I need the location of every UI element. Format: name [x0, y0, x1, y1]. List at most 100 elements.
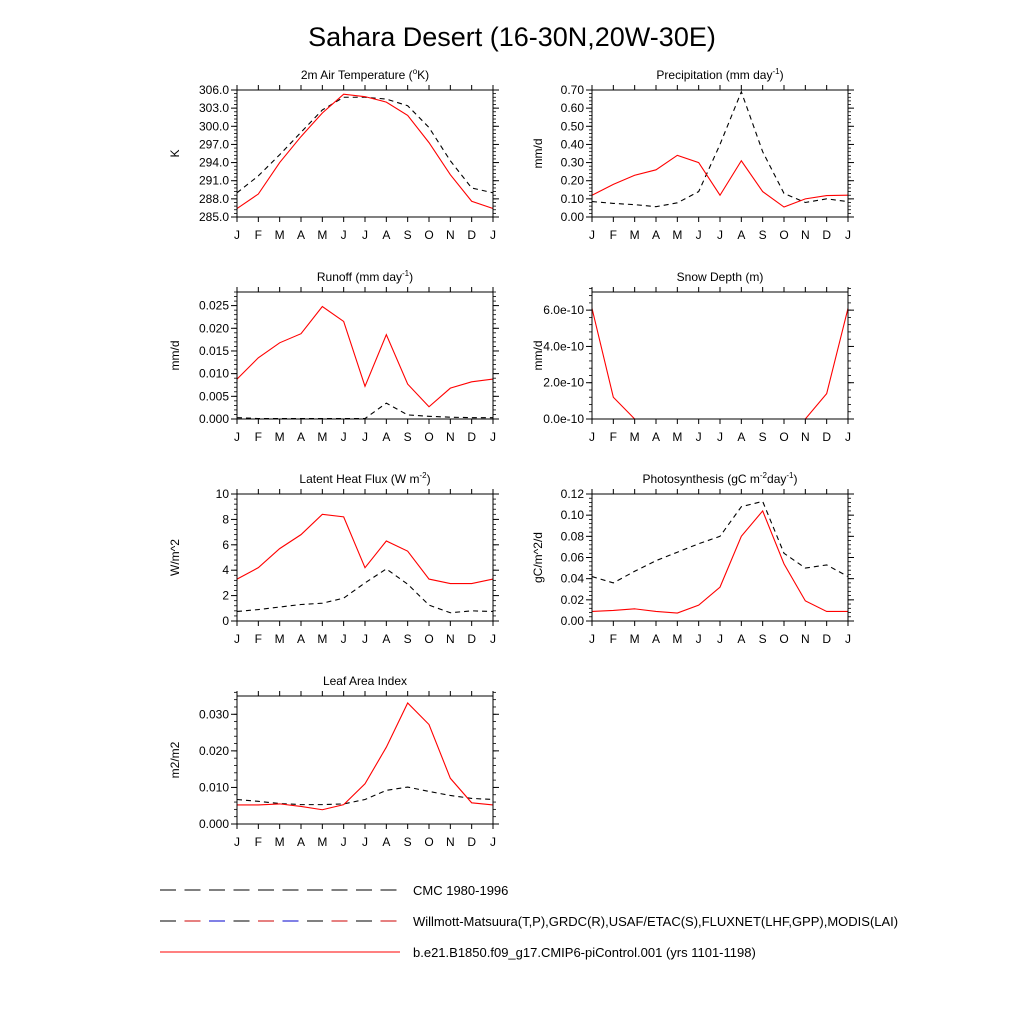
y-axis-label: gC/m^2/d [531, 532, 545, 583]
y-tick-label: 0.12 [561, 487, 585, 501]
y-tick-label: 0.025 [199, 299, 229, 313]
x-tick-label: M [672, 228, 682, 242]
panel-title: Runoff (mm day-1) [317, 269, 413, 284]
y-tick-label: 288.0 [199, 192, 229, 206]
x-tick-label: J [490, 835, 496, 849]
x-tick-label: D [467, 632, 476, 646]
x-tick-label: J [362, 228, 368, 242]
x-tick-label: J [845, 228, 851, 242]
x-tick-label: S [759, 430, 767, 444]
x-tick-label: O [779, 228, 788, 242]
legend-label: Willmott-Matsuura(T,P),GRDC(R),USAF/ETAC… [413, 914, 898, 929]
y-axis-label: m2/m2 [168, 741, 182, 778]
x-tick-label: M [317, 430, 327, 444]
panel-title: Snow Depth (m) [677, 270, 764, 284]
x-tick-label: J [696, 632, 702, 646]
x-tick-label: J [234, 228, 240, 242]
x-tick-label: M [275, 228, 285, 242]
y-tick-label: 300.0 [199, 119, 229, 133]
series-line-model [591, 154, 849, 208]
y-tick-label: 0.010 [199, 780, 229, 794]
y-tick-label: 0.005 [199, 389, 229, 403]
x-tick-label: J [490, 228, 496, 242]
x-tick-label: A [737, 228, 745, 242]
y-tick-label: 294.0 [199, 156, 229, 170]
x-tick-label: S [404, 430, 412, 444]
legend-entry-3: b.e21.B1850.f09_g17.CMIP6-piControl.001 … [160, 945, 756, 960]
y-tick-label: 0.00 [561, 210, 585, 224]
series-line-willmott-matsuura [236, 96, 494, 194]
x-tick-label: D [467, 430, 476, 444]
y-tick-label: 0.00 [561, 614, 585, 628]
x-tick-label: O [779, 632, 788, 646]
legend: CMC 1980-1996 Willmott-Matsuura(T,P),GRDC… [160, 883, 898, 960]
panel-title: Photosynthesis (gC m-2day-1) [643, 471, 798, 486]
x-tick-label: M [317, 228, 327, 242]
x-tick-label: A [737, 430, 745, 444]
x-tick-label: J [362, 632, 368, 646]
x-tick-label: N [446, 430, 455, 444]
series-line-willmott-matsuura [591, 90, 849, 208]
x-tick-label: M [317, 835, 327, 849]
x-tick-label: J [234, 632, 240, 646]
y-tick-label: 306.0 [199, 83, 229, 97]
x-tick-label: O [779, 430, 788, 444]
x-tick-label: A [652, 632, 660, 646]
y-axis-label: W/m^2 [168, 539, 182, 576]
x-tick-label: S [404, 632, 412, 646]
x-tick-label: A [297, 632, 305, 646]
y-tick-label: 0.50 [561, 119, 585, 133]
x-tick-label: D [822, 430, 831, 444]
x-tick-label: A [382, 228, 390, 242]
legend-label: CMC 1980-1996 [413, 883, 508, 898]
y-tick-label: 0.30 [561, 156, 585, 170]
panel-title: Precipitation (mm day-1) [656, 67, 783, 82]
x-tick-label: A [297, 835, 305, 849]
panel-title: Leaf Area Index [323, 674, 407, 688]
x-tick-label: N [801, 632, 810, 646]
y-tick-label: 0.60 [561, 101, 585, 115]
y-tick-label: 285.0 [199, 210, 229, 224]
y-tick-label: 0.030 [199, 707, 229, 721]
x-tick-label: J [341, 632, 347, 646]
x-tick-label: O [424, 430, 433, 444]
y-tick-label: 303.0 [199, 101, 229, 115]
x-tick-label: M [672, 430, 682, 444]
y-tick-label: 291.0 [199, 174, 229, 188]
y-tick-label: 0.40 [561, 137, 585, 151]
y-tick-label: 10 [216, 487, 230, 501]
x-tick-label: M [672, 632, 682, 646]
x-tick-label: J [234, 430, 240, 444]
x-tick-label: A [382, 835, 390, 849]
x-tick-label: O [424, 228, 433, 242]
x-tick-label: M [317, 632, 327, 646]
y-tick-label: 297.0 [199, 137, 229, 151]
y-tick-label: 0.70 [561, 83, 585, 97]
x-tick-label: O [424, 835, 433, 849]
series-line-modis [236, 786, 494, 806]
x-tick-label: F [255, 430, 262, 444]
x-tick-label: D [822, 228, 831, 242]
plot-frame [236, 493, 494, 622]
y-tick-label: 0.020 [199, 744, 229, 758]
x-tick-label: A [737, 632, 745, 646]
x-tick-label: J [696, 430, 702, 444]
x-tick-label: S [759, 228, 767, 242]
x-tick-label: N [801, 228, 810, 242]
y-axis-label: mm/d [531, 139, 545, 169]
x-tick-label: M [630, 228, 640, 242]
x-tick-label: A [297, 430, 305, 444]
x-tick-label: A [382, 632, 390, 646]
x-tick-label: S [404, 228, 412, 242]
panel-3: J F M A M J J A S O N D J0.0000.0050.0100.0150.0200.… [168, 269, 499, 444]
x-tick-label: A [652, 430, 660, 444]
y-tick-label: 0.10 [561, 508, 585, 522]
x-tick-label: J [845, 632, 851, 646]
panel-2: J F M A M J J A S O N D J0.000.100.200.300.400.500.6… [531, 67, 854, 242]
x-tick-label: A [382, 430, 390, 444]
y-tick-label: 0.000 [199, 412, 229, 426]
x-tick-label: J [717, 632, 723, 646]
x-tick-label: S [759, 632, 767, 646]
x-tick-label: M [630, 632, 640, 646]
